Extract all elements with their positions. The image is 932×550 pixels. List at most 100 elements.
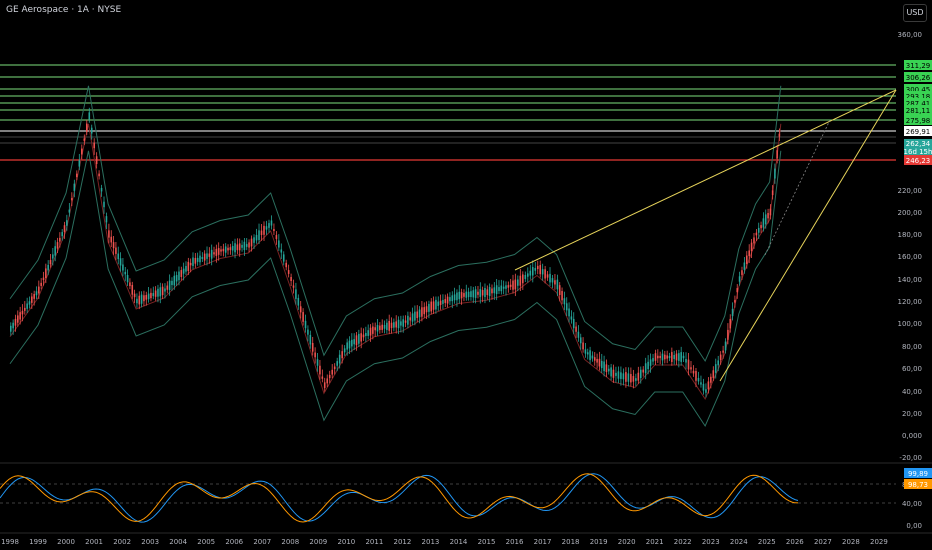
candle-body — [743, 262, 746, 270]
candle-body — [444, 299, 447, 303]
candle-body — [470, 291, 472, 298]
candle-body — [138, 295, 141, 305]
candle-body — [416, 311, 419, 319]
candle-body — [258, 230, 260, 241]
resistance-price-label: 281,11 — [906, 107, 931, 115]
candle-body — [383, 324, 386, 329]
candle-body — [615, 372, 617, 376]
candle-body — [423, 307, 426, 315]
candle-body — [321, 376, 324, 379]
candle-body — [762, 218, 765, 228]
candle-body — [512, 280, 514, 290]
candle-body — [639, 369, 642, 379]
price-tick-label: 180,00 — [898, 231, 923, 239]
candle-body — [143, 295, 145, 302]
candle-body — [12, 322, 14, 329]
candle-body — [753, 237, 755, 244]
white-level-label: 269,91 — [906, 128, 931, 136]
candle-body — [437, 301, 440, 306]
candle-body — [575, 326, 577, 332]
candle-body — [331, 369, 334, 375]
candle-body — [572, 318, 575, 329]
stoch-k-line — [0, 473, 799, 523]
candle-body — [365, 333, 367, 336]
resistance-price-label: 311,29 — [906, 62, 931, 70]
candle-body — [500, 285, 503, 292]
candle-body — [695, 371, 697, 381]
candle-body — [326, 378, 329, 384]
candle-body — [668, 355, 671, 359]
candle-body — [661, 353, 664, 361]
candle-body — [68, 209, 71, 213]
candle-body — [112, 242, 115, 249]
candle-body — [178, 271, 180, 281]
candle-body — [95, 156, 98, 165]
candle-body — [586, 352, 589, 355]
candle-body — [358, 333, 360, 344]
candle-body — [222, 248, 225, 252]
candle-body — [700, 382, 702, 385]
candle-body — [61, 232, 63, 237]
candle-body — [285, 262, 287, 268]
candle-body — [741, 270, 743, 275]
time-tick-label: 2016 — [506, 538, 524, 546]
candle-body — [717, 360, 720, 366]
candle-body — [63, 225, 66, 232]
candle-body — [407, 315, 409, 325]
currency-button[interactable]: USD — [903, 4, 927, 22]
candle-body — [687, 359, 690, 370]
candle-body — [71, 198, 73, 201]
candle-body — [430, 301, 433, 312]
time-tick-label: 2009 — [309, 538, 327, 546]
candle-body — [734, 300, 736, 303]
candle-body — [164, 288, 166, 292]
resistance-price-label-bg — [904, 91, 932, 101]
candle-body — [374, 327, 376, 331]
candle-body — [596, 358, 598, 363]
candle-body — [625, 372, 627, 382]
candle-body — [88, 112, 91, 120]
candle-body — [98, 173, 100, 177]
time-tick-label: 2013 — [422, 538, 440, 546]
candle-body — [491, 288, 493, 294]
candle-body — [630, 374, 632, 383]
candle-body — [93, 142, 95, 149]
candle-body — [304, 320, 307, 329]
candle-body — [558, 285, 561, 296]
candle-body — [40, 282, 42, 286]
bollinger-lower — [9, 150, 782, 428]
candle-body — [14, 318, 17, 326]
candle-body — [280, 249, 283, 253]
time-tick-label: 2004 — [169, 538, 187, 546]
candle-body — [302, 312, 304, 322]
candle-body — [210, 249, 213, 259]
candle-body — [234, 243, 236, 253]
resistance-price-label: 300,45 — [906, 86, 931, 94]
candle-body — [341, 351, 343, 359]
candle-body — [402, 319, 405, 327]
candle-body — [238, 243, 241, 251]
candle-body — [241, 244, 243, 248]
candle-body — [534, 268, 537, 271]
candle-body — [336, 361, 338, 366]
candle-body — [664, 354, 666, 360]
candle-body — [245, 244, 248, 247]
candle-body — [297, 297, 300, 306]
candle-body — [56, 242, 59, 249]
candle-body — [507, 285, 510, 288]
candle-body — [316, 359, 319, 366]
candle-body — [199, 255, 201, 263]
time-tick-label: 2025 — [758, 538, 776, 546]
candle-body — [488, 287, 491, 297]
candle-body — [750, 242, 753, 252]
candle-body — [702, 383, 705, 391]
support-label: 246,23 — [906, 157, 931, 165]
candle-body — [589, 350, 591, 361]
candle-body — [299, 306, 302, 313]
time-tick-label: 2001 — [85, 538, 103, 546]
candle-body — [31, 296, 33, 303]
price-tick-label: 100,00 — [898, 320, 923, 328]
resistance-price-label-bg — [904, 115, 932, 125]
candle-body — [42, 277, 45, 281]
